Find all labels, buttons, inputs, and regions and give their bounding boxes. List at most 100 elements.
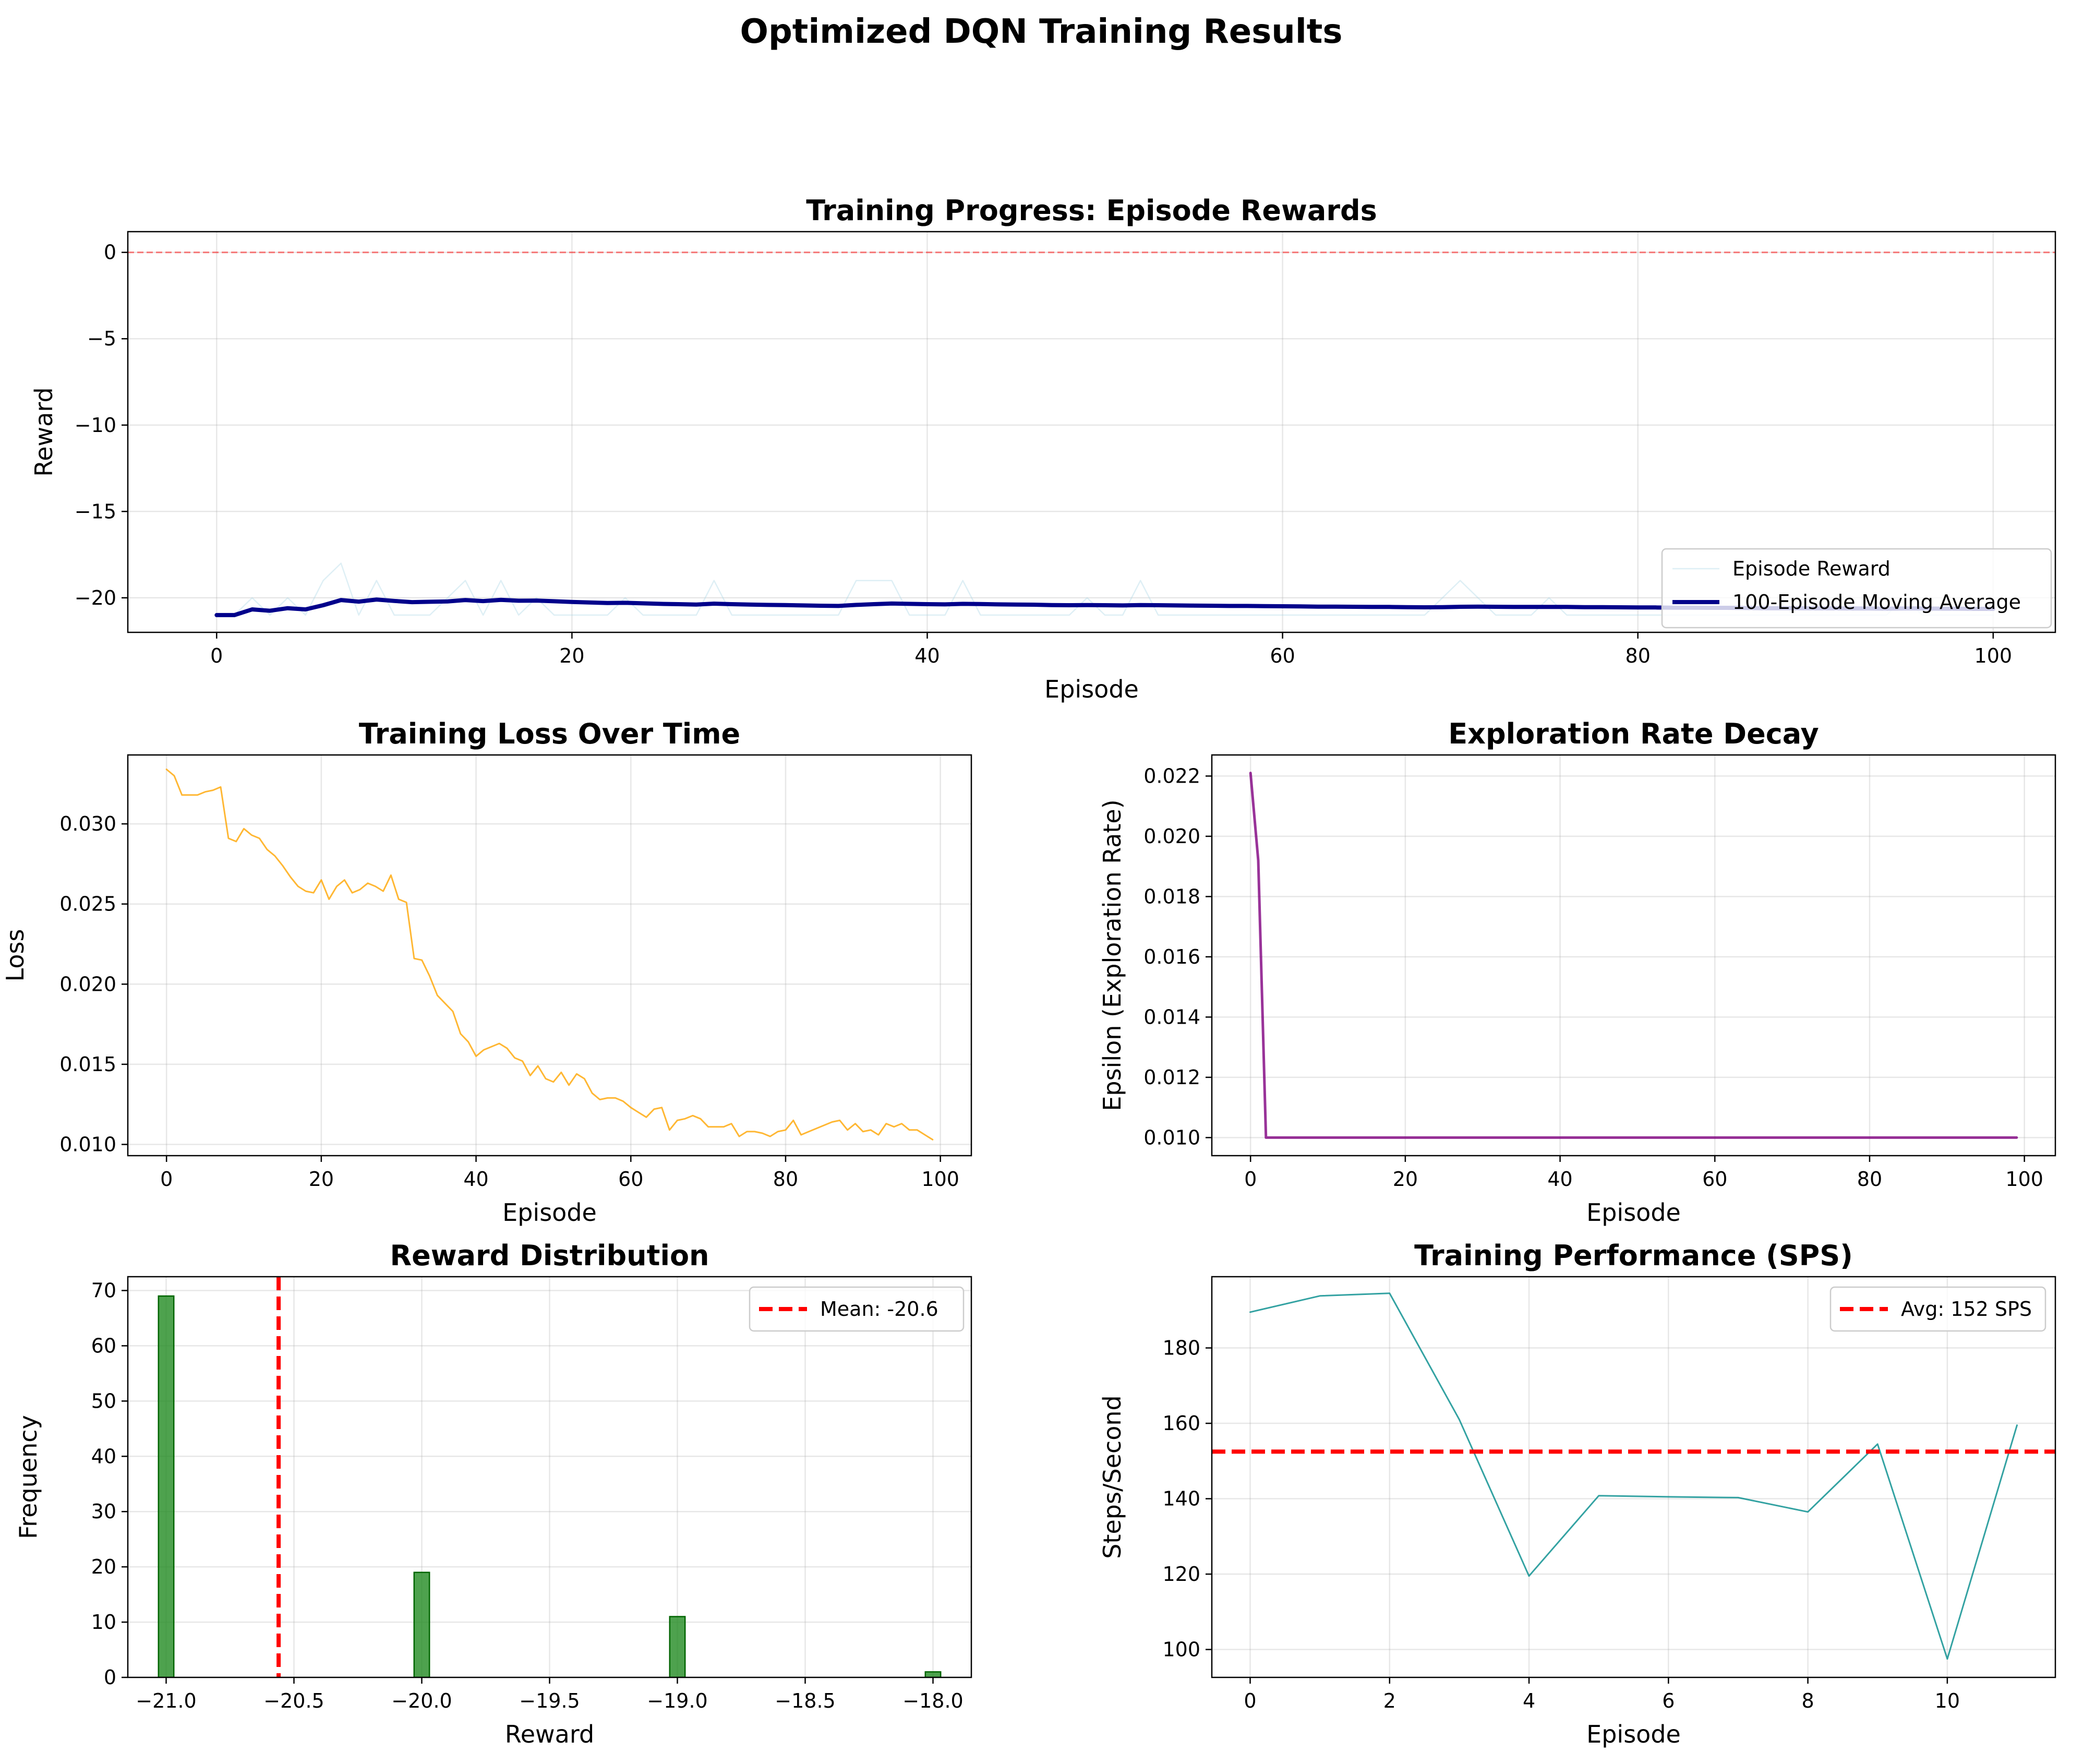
x-tick-label: −19.5 xyxy=(519,1689,580,1712)
y-axis-label: Reward xyxy=(30,387,58,476)
subplot-epsilon: 0 20 40 60 80 100 0.010 0.012 0.014 0.016 0.018 0.0… xyxy=(1098,717,2056,1227)
x-tick-label: 10 xyxy=(1935,1689,1960,1712)
legend-label: 100-Episode Moving Average xyxy=(1732,591,2021,614)
legend-box xyxy=(749,1286,965,1332)
y-tick-label: −15 xyxy=(75,500,116,523)
series-line-1 xyxy=(1249,772,2018,1139)
y-tick-label: 0.010 xyxy=(1143,1126,1200,1149)
x-tick-label: 80 xyxy=(773,1168,798,1191)
y-tick-label: 0.030 xyxy=(59,812,116,835)
subplot-title: Training Performance (SPS) xyxy=(1414,1239,1853,1272)
x-tick-label: −18.0 xyxy=(902,1689,963,1712)
y-tick-label: 60 xyxy=(91,1334,116,1357)
histogram-bar xyxy=(924,1671,942,1677)
series-line-1 xyxy=(1249,1292,2018,1660)
x-tick-label: −19.0 xyxy=(647,1689,707,1712)
y-tick-label: 0.022 xyxy=(1143,764,1200,787)
y-axis-label: Epsilon (Exploration Rate) xyxy=(1098,799,1126,1111)
subplot-sps: 0 2 4 6 8 10 100 120 140 160 180 Training Performan… xyxy=(1098,1239,2056,1748)
x-tick-label: 6 xyxy=(1662,1689,1675,1712)
x-axis-label: Episode xyxy=(1586,1720,1681,1748)
subplot-title: Reward Distribution xyxy=(390,1239,709,1272)
y-tick-label: 0.014 xyxy=(1143,1005,1200,1028)
histogram-bar xyxy=(669,1616,686,1677)
y-tick-label: 0.018 xyxy=(1143,885,1200,908)
y-axis-label: Steps/Second xyxy=(1098,1395,1126,1559)
plot-area xyxy=(158,1277,942,1677)
subplot-title: Exploration Rate Decay xyxy=(1448,717,1819,750)
x-tick-label: 40 xyxy=(914,644,940,667)
x-axis-label: Reward xyxy=(505,1720,594,1748)
x-tick-label: −18.5 xyxy=(775,1689,835,1712)
histogram-bar xyxy=(413,1571,430,1677)
y-tick-label: 0 xyxy=(104,1666,116,1689)
x-axis-label: Episode xyxy=(502,1198,597,1227)
x-tick-label: 0 xyxy=(1244,1689,1256,1712)
y-axis-label: Frequency xyxy=(14,1415,42,1539)
x-tick-label: 20 xyxy=(309,1168,334,1191)
y-tick-label: 120 xyxy=(1162,1563,1200,1586)
y-tick-label: 20 xyxy=(91,1555,116,1578)
x-tick-label: 8 xyxy=(1801,1689,1814,1712)
y-tick-label: 0.020 xyxy=(59,973,116,995)
x-tick-label: 80 xyxy=(1857,1168,1882,1191)
x-tick-label: 100 xyxy=(2005,1168,2043,1191)
x-tick-label: 0 xyxy=(160,1168,173,1191)
x-tick-label: 100 xyxy=(921,1168,959,1191)
x-tick-label: 4 xyxy=(1523,1689,1535,1712)
x-tick-label: 60 xyxy=(1270,644,1295,667)
legend-label: Mean: -20.6 xyxy=(820,1298,938,1321)
legend-label: Episode Reward xyxy=(1732,557,1891,580)
subplot-rewards: 0 20 40 60 80 100 0 −5 −10 −15 −20 Training Progres… xyxy=(30,194,2056,703)
subplot-title: Training Progress: Episode Rewards xyxy=(806,194,1377,227)
y-tick-label: −10 xyxy=(75,414,116,437)
legend-box xyxy=(1661,548,2052,629)
y-tick-label: 30 xyxy=(91,1500,116,1523)
y-tick-label: 40 xyxy=(91,1445,116,1468)
plot-area xyxy=(1212,1292,2055,1660)
y-tick-label: 180 xyxy=(1162,1337,1200,1360)
y-tick-label: 70 xyxy=(91,1279,116,1302)
y-tick-label: 0.016 xyxy=(1143,945,1200,968)
y-tick-label: 0.025 xyxy=(59,893,116,916)
series-line-1 xyxy=(165,769,934,1141)
axes-frame xyxy=(127,231,2056,633)
x-tick-label: −21.0 xyxy=(136,1689,196,1712)
legend-box xyxy=(1829,1286,2046,1332)
y-tick-label: 140 xyxy=(1162,1487,1200,1510)
x-tick-label: −20.5 xyxy=(263,1689,324,1712)
axes-frame xyxy=(1211,1276,2056,1678)
y-tick-label: 160 xyxy=(1162,1412,1200,1435)
x-tick-label: 60 xyxy=(618,1168,643,1191)
x-tick-label: 60 xyxy=(1702,1168,1727,1191)
histogram-bar xyxy=(158,1295,175,1677)
x-tick-label: 80 xyxy=(1626,644,1651,667)
y-tick-label: 50 xyxy=(91,1389,116,1412)
y-axis-label: Loss xyxy=(1,929,29,982)
x-tick-label: 2 xyxy=(1383,1689,1396,1712)
x-tick-label: 40 xyxy=(463,1168,488,1191)
x-tick-label: 20 xyxy=(1393,1168,1418,1191)
subplot-reward-dist: −21.0 −20.5 −20.0 −19.5 −19.0 −18.5 −18.0 0 10 20… xyxy=(14,1239,972,1748)
y-tick-label: 0.010 xyxy=(59,1133,116,1156)
y-tick-label: 0.015 xyxy=(59,1053,116,1076)
plot-area xyxy=(1249,772,2018,1139)
y-tick-label: 100 xyxy=(1162,1638,1200,1661)
axes-frame xyxy=(1211,754,2056,1157)
subplot-loss: 0 20 40 60 80 100 0.010 0.015 0.020 0.025 0.030 Tra… xyxy=(1,717,972,1227)
subplot-title: Training Loss Over Time xyxy=(359,717,740,750)
x-tick-label: −20.0 xyxy=(391,1689,452,1712)
plot-area xyxy=(165,769,934,1141)
x-tick-label: 0 xyxy=(1244,1168,1257,1191)
x-axis-label: Episode xyxy=(1044,675,1139,703)
figure-suptitle: Optimized DQN Training Results xyxy=(740,13,1343,51)
axes-frame xyxy=(127,754,972,1157)
x-tick-label: 40 xyxy=(1547,1168,1572,1191)
y-tick-label: 0 xyxy=(104,241,116,264)
y-tick-label: −20 xyxy=(75,586,116,609)
x-tick-label: 100 xyxy=(1974,644,2013,667)
legend-label: Avg: 152 SPS xyxy=(1901,1298,2032,1321)
